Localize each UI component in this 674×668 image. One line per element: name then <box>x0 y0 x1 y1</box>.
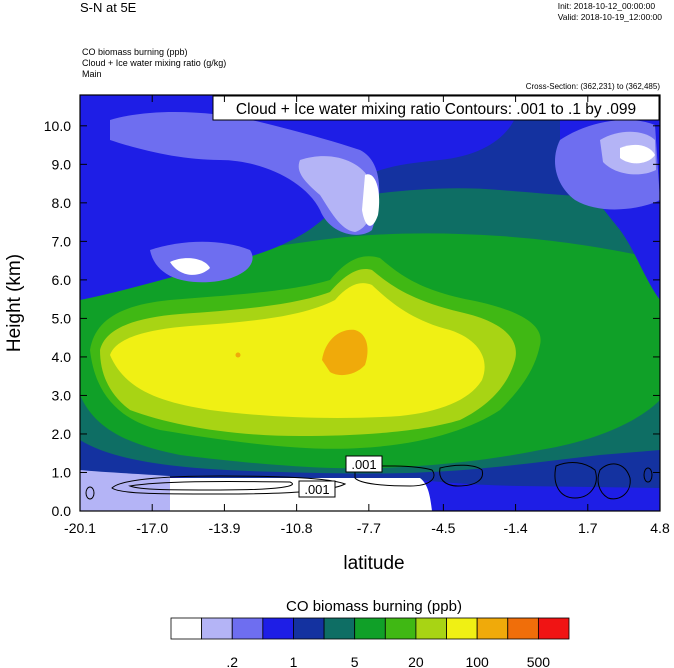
y-tick-label: 10.0 <box>44 118 71 134</box>
contour-3 <box>354 465 435 487</box>
colorbar-swatch <box>446 617 478 640</box>
y-tick-label: 4.0 <box>52 349 72 365</box>
x-tick-label: 4.8 <box>650 520 670 536</box>
colorbar-swatch <box>231 617 264 640</box>
field-cloud: Cloud + Ice water mixing ratio (g/kg) <box>82 58 227 68</box>
colorbar-swatch <box>507 617 539 640</box>
contour-label-2: .001 <box>304 482 329 497</box>
y-axis-label: Height (km) <box>4 254 25 352</box>
contour-5 <box>554 462 597 499</box>
y-tick-label: 7.0 <box>52 233 72 249</box>
contour-8 <box>643 467 653 483</box>
colorbar-swatch <box>170 617 203 640</box>
x-tick-label: -17.0 <box>136 520 168 536</box>
colorbar-swatch <box>415 617 447 640</box>
field-lightblue-surface <box>80 470 170 511</box>
field-white-patch-3 <box>620 144 655 164</box>
contour-label-1: .001 <box>351 457 376 472</box>
y-tick-label: 1.0 <box>52 464 72 480</box>
field-orange-dot <box>235 352 241 358</box>
y-tick-label: 5.0 <box>52 310 72 326</box>
cross-section-label: Cross-Section: (362,231) to (362,485) <box>525 82 660 91</box>
y-tick-label: 2.0 <box>52 426 72 442</box>
x-tick-label: -4.5 <box>431 520 455 536</box>
field-yellow-core <box>110 283 485 418</box>
plot-frame <box>79 94 661 512</box>
cloud-contours <box>85 462 653 500</box>
x-tick-label: 1.7 <box>578 520 598 536</box>
x-axis-label: latitude <box>343 553 404 574</box>
heatmap-field <box>80 95 660 511</box>
field-co: CO biomass burning (ppb) <box>82 47 188 57</box>
colorbar-label: 1 <box>290 654 298 668</box>
colorbar-title: CO biomass burning (ppb) <box>286 598 462 615</box>
contour-labels: .001 .001 <box>298 455 383 498</box>
plot-title: S-N at 5E <box>80 0 137 15</box>
colorbar-swatch <box>323 617 356 640</box>
field-lightblue-patch-1 <box>298 156 374 232</box>
contour-7 <box>85 486 95 500</box>
contour-label-box-1 <box>345 455 383 473</box>
colorbar-labels: .2 1 5 20 100 500 <box>226 654 550 668</box>
contour-note-box <box>212 95 660 121</box>
colorbar-swatch <box>384 617 417 640</box>
colorbar-swatch <box>354 617 386 640</box>
y-axis: 0.0 1.0 2.0 3.0 4.0 5.0 6.0 7.0 8.0 9.0 10.0 <box>44 118 660 519</box>
field-main: Main <box>82 69 102 79</box>
x-tick-label: -13.9 <box>208 520 240 536</box>
x-tick-label: -1.4 <box>504 520 528 536</box>
colorbar-swatch <box>476 617 509 640</box>
field-mediumblue-patch-1 <box>110 111 380 235</box>
colorbar-label: .2 <box>226 654 238 668</box>
x-tick-label: -20.1 <box>64 520 96 536</box>
y-tick-label: 6.0 <box>52 272 72 288</box>
init-valid-times: Init: 2018-10-12_00:00:00 Valid: 2018-10… <box>558 1 662 23</box>
contour-note: Cloud + Ice water mixing ratio Contours:… <box>236 101 636 118</box>
y-tick-label: 3.0 <box>52 387 72 403</box>
x-tick-label: -10.8 <box>281 520 313 536</box>
y-tick-label: 9.0 <box>52 156 72 172</box>
colorbar-swatch <box>293 617 325 640</box>
colorbar <box>170 617 570 640</box>
colorbar-label: 5 <box>351 654 359 668</box>
field-description: CO biomass burning (ppb) Cloud + Ice wat… <box>82 47 226 80</box>
contour-label-box-2 <box>298 480 336 498</box>
colorbar-swatch <box>201 617 233 640</box>
field-orange-peak <box>322 329 368 376</box>
init-time: Init: 2018-10-12_00:00:00 <box>557 1 656 11</box>
colorbar-swatch <box>537 617 570 640</box>
colorbar-label: 100 <box>465 654 489 668</box>
field-white-patch-1 <box>170 258 210 275</box>
contour-2 <box>128 480 293 491</box>
contour-1 <box>111 475 347 495</box>
contour-6 <box>597 463 631 500</box>
y-tick-label: 0.0 <box>52 503 72 519</box>
x-tick-label: -7.7 <box>357 520 381 536</box>
colorbar-swatch <box>262 617 294 640</box>
contour-4 <box>439 464 484 487</box>
colorbar-label: 500 <box>527 654 551 668</box>
colorbar-label: 20 <box>408 654 424 668</box>
y-tick-label: 8.0 <box>52 195 72 211</box>
valid-time: Valid: 2018-10-19_12:00:00 <box>557 12 662 22</box>
field-white-patch-2 <box>362 174 380 226</box>
x-axis: -20.1 -17.0 -13.9 -10.8 -7.7 -4.5 -1.4 1.7 4.8 <box>64 95 670 536</box>
